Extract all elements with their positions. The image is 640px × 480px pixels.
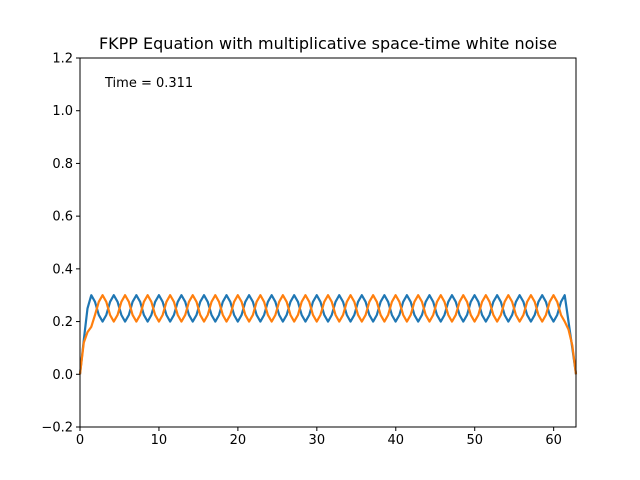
y-tick-label: 0.2 <box>52 315 73 330</box>
x-tick-label: 0 <box>76 433 84 448</box>
x-tick-label: 30 <box>309 433 326 448</box>
axes-frame <box>79 57 577 428</box>
x-tick-label: 10 <box>151 433 168 448</box>
annotation: Time = 0.311 <box>104 76 193 91</box>
series-line <box>78 294 578 375</box>
y-tick-label: −0.2 <box>41 421 73 436</box>
y-tick-label: 1.2 <box>52 52 73 67</box>
chart-title: FKPP Equation with multiplicative space-… <box>99 34 557 53</box>
y-tick-label: 0.8 <box>52 157 73 172</box>
x-tick-label: 40 <box>387 433 404 448</box>
plot-area <box>78 294 578 375</box>
y-tick-label: 0.0 <box>52 368 73 383</box>
x-tick-label: 50 <box>466 433 483 448</box>
y-tick-label: 1.0 <box>52 104 73 119</box>
x-tick-label: 20 <box>230 433 247 448</box>
x-tick-label: 60 <box>545 433 562 448</box>
series-line <box>78 294 578 375</box>
y-tick-label: 0.4 <box>52 262 73 277</box>
y-tick-label: 0.6 <box>52 210 73 225</box>
